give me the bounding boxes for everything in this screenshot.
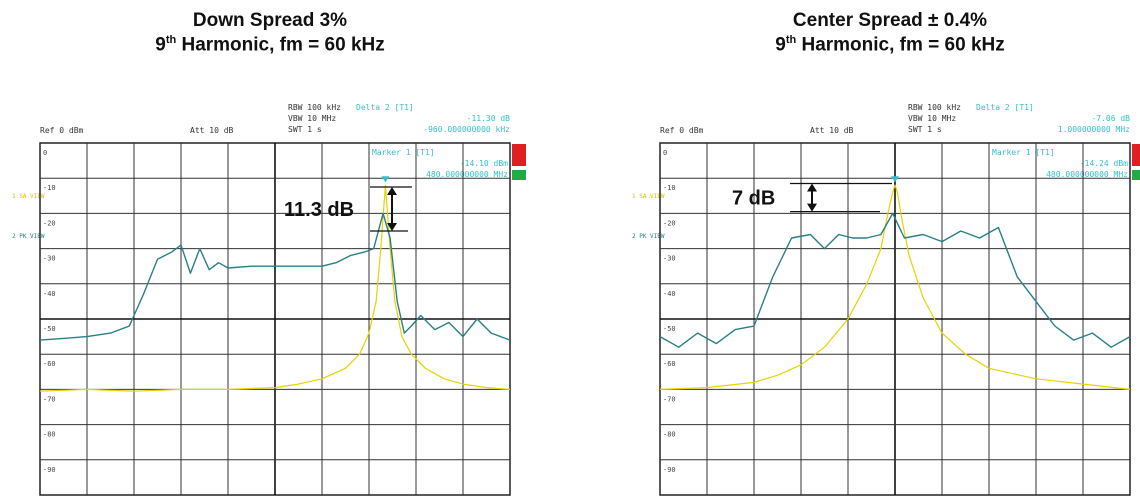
annotation-arrowhead-up (387, 187, 397, 195)
y-tick-label: -60 (663, 360, 676, 368)
marker-1-triangle (381, 176, 390, 183)
marker-value: -14.10 dBm (460, 159, 508, 168)
y-tick-label: 0 (43, 149, 47, 157)
chart-title: Center Spread ± 0.4% (792, 10, 988, 31)
annotation-label: 7 dB (732, 188, 775, 210)
series-line-yellow (39, 184, 511, 392)
ref-level-label: Ref 0 dBm (660, 126, 704, 135)
status-marker-green (512, 170, 526, 180)
delta-label: Delta 2 [T1] (976, 103, 1034, 112)
chart-title: Down Spread 3% (192, 10, 348, 31)
trace-1-label: 1 SA VIEW (632, 193, 665, 200)
delta-value: -7.06 dB (1091, 114, 1130, 123)
chart-panel-center-spread: Center Spread ± 0.4% 9th Harmonic, fm = … (632, 0, 1140, 499)
y-tick-label: -10 (663, 184, 676, 192)
delta-label: Delta 2 [T1] (356, 103, 414, 112)
marker-value: -14.24 dBm (1080, 159, 1128, 168)
attenuation-label: Att 10 dB (190, 126, 234, 135)
chart-panel-down-spread: Down Spread 3% 9th Harmonic, fm = 60 kHz… (12, 0, 526, 499)
series-line-yellow (659, 184, 1131, 390)
annotation-arrowhead-up (807, 183, 817, 192)
y-tick-label: -90 (43, 466, 56, 474)
y-tick-label: -40 (663, 290, 676, 298)
plot-area: 0-10-20-30-40-50-60-70-80-90-10011.3 dB (39, 142, 511, 496)
y-tick-label: -30 (43, 255, 56, 263)
annotation-arrowhead-down (387, 223, 397, 231)
trace-2-label: 2 PK VIEW (12, 233, 45, 240)
chart-subtitle: 9th Harmonic, fm = 60 kHz (775, 34, 1005, 56)
series-line-teal (39, 212, 511, 341)
spectrum-plot: Ref 0 dBm Att 10 dB RBW 100 kHz VBW 10 M… (12, 103, 526, 496)
delta-value: -11.30 dB (467, 114, 511, 123)
marker-label: Marker 1 [T1] (372, 148, 435, 157)
y-tick-label: -50 (43, 325, 56, 333)
status-marker-red (512, 144, 526, 166)
swt-label: SWT 1 s (288, 125, 322, 134)
marker-1-triangle (891, 176, 899, 183)
y-tick-label: -90 (663, 466, 676, 474)
rbw-label: RBW 100 kHz (908, 103, 961, 112)
y-tick-label: -80 (663, 431, 676, 439)
vbw-label: VBW 10 MHz (288, 114, 336, 123)
status-marker-red (1132, 144, 1140, 166)
spectrum-plot: Ref 0 dBm Att 10 dB RBW 100 kHz VBW 10 M… (632, 103, 1140, 496)
attenuation-label: Att 10 dB (810, 126, 854, 135)
ref-level-label: Ref 0 dBm (40, 126, 84, 135)
y-tick-label: 0 (663, 149, 667, 157)
annotation-label: 11.3 dB (284, 199, 354, 221)
delta-frequency: -960.000000000 kHz (423, 125, 510, 134)
marker-frequency: 480.000000000 MHz (426, 170, 508, 179)
series-line-teal (659, 212, 1131, 348)
y-tick-label: -20 (43, 219, 56, 227)
plot-area: 0-10-20-30-40-50-60-70-80-90-1007 dB (659, 142, 1131, 496)
y-tick-label: -40 (43, 290, 56, 298)
y-tick-label: -60 (43, 360, 56, 368)
y-tick-label: -80 (43, 431, 56, 439)
y-tick-label: -10 (43, 184, 56, 192)
y-tick-label: -50 (663, 325, 676, 333)
marker-frequency: 480.000000000 MHz (1046, 170, 1128, 179)
vbw-label: VBW 10 MHz (908, 114, 956, 123)
trace-2-label: 2 PK VIEW (632, 233, 665, 240)
trace-1-label: 1 SA VIEW (12, 193, 45, 200)
y-tick-label: -20 (663, 219, 676, 227)
annotation-arrowhead-down (807, 203, 817, 212)
chart-subtitle: 9th Harmonic, fm = 60 kHz (155, 34, 385, 56)
delta-frequency: 1.000000000 MHz (1058, 125, 1130, 134)
status-marker-green (1132, 170, 1140, 180)
marker-label: Marker 1 [T1] (992, 148, 1055, 157)
y-tick-label: -70 (43, 395, 56, 403)
y-tick-label: -70 (663, 395, 676, 403)
y-tick-label: -30 (663, 255, 676, 263)
swt-label: SWT 1 s (908, 125, 942, 134)
rbw-label: RBW 100 kHz (288, 103, 341, 112)
